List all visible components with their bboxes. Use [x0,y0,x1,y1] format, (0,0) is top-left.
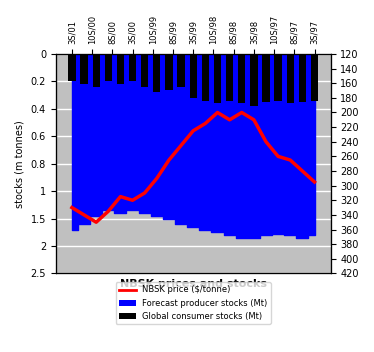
Bar [190,54,197,98]
Bar [177,54,185,87]
Bar [153,54,160,92]
Bar [165,54,172,90]
Bar [250,54,258,106]
Bar [141,54,148,87]
Bar [80,54,88,84]
Bar [214,54,221,103]
Bar [311,54,318,101]
Bar [275,54,282,101]
X-axis label: NBSK prices and stocks: NBSK prices and stocks [120,279,267,289]
Legend: NBSK price ($/tonne), Forecast producer stocks (Mt), Global consumer stocks (Mt): NBSK price ($/tonne), Forecast producer … [116,282,271,324]
Bar [299,54,306,102]
Bar [68,54,76,81]
Bar [117,54,124,84]
Bar [262,54,270,102]
Bar [92,54,100,87]
Bar [286,54,294,103]
Bar [238,54,245,103]
Bar [105,54,112,81]
Y-axis label: stocks (m tonnes): stocks (m tonnes) [15,120,25,208]
Bar [226,54,233,101]
Bar [129,54,136,81]
Bar [202,54,209,101]
